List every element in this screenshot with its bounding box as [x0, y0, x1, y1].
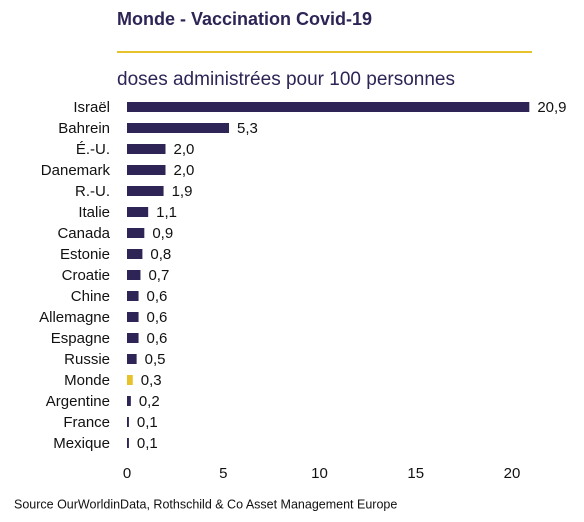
x-tick-label: 20: [504, 465, 521, 482]
y-tick-label: Canada: [57, 225, 110, 242]
value-label: 0,6: [147, 288, 168, 305]
value-label: 0,1: [137, 435, 158, 452]
bar: [127, 102, 530, 112]
y-tick-label: É.-U.: [76, 141, 110, 158]
bar: [127, 165, 166, 175]
bar: [127, 144, 166, 154]
y-tick-label: Estonie: [60, 246, 110, 263]
y-tick-label: Chine: [71, 288, 110, 305]
value-label: 0,6: [147, 330, 168, 347]
bar: [127, 249, 143, 259]
value-label: 0,7: [148, 267, 169, 284]
value-label: 0,5: [145, 351, 166, 368]
bar: [127, 123, 230, 133]
y-tick-label: Bahrein: [58, 120, 110, 137]
y-tick-label: Russie: [64, 351, 110, 368]
x-tick-label: 15: [407, 465, 424, 482]
value-label: 20,9: [537, 99, 566, 116]
y-tick-label: Argentine: [46, 393, 110, 410]
source-note: Source OurWorldinData, Rothschild & Co A…: [14, 497, 397, 511]
bar: [127, 291, 139, 301]
bar: [127, 270, 141, 280]
y-tick-label: France: [63, 414, 110, 431]
value-label: 1,9: [172, 183, 193, 200]
bar: [127, 417, 129, 427]
y-tick-label: Danemark: [41, 162, 111, 179]
bar: [127, 207, 149, 217]
x-tick-label: 10: [311, 465, 328, 482]
chart-subtitle: doses administrées pour 100 personnes: [117, 69, 455, 90]
y-tick-label: Italie: [78, 204, 110, 221]
y-tick-label: Espagne: [51, 330, 110, 347]
value-label: 2,0: [174, 162, 195, 179]
bar: [127, 375, 133, 385]
bar: [127, 333, 139, 343]
value-label: 0,1: [137, 414, 158, 431]
y-tick-label: Allemagne: [39, 309, 110, 326]
bar: [127, 312, 139, 322]
value-label: 0,6: [147, 309, 168, 326]
value-label: 0,2: [139, 393, 160, 410]
bar: [127, 228, 145, 238]
value-label: 0,8: [150, 246, 171, 263]
value-label: 1,1: [156, 204, 177, 221]
x-tick-label: 0: [123, 465, 131, 482]
value-label: 0,3: [141, 372, 162, 389]
y-tick-label: Monde: [64, 372, 110, 389]
x-tick-label: 5: [219, 465, 227, 482]
y-tick-label: Mexique: [53, 435, 110, 452]
chart-title: Monde - Vaccination Covid-19: [117, 9, 372, 29]
value-label: 2,0: [174, 141, 195, 158]
value-label: 5,3: [237, 120, 258, 137]
y-tick-label: R.-U.: [75, 183, 110, 200]
bar: [127, 438, 129, 448]
bar: [127, 396, 131, 406]
bar: [127, 354, 137, 364]
y-tick-label: Croatie: [62, 267, 110, 284]
y-tick-label: Israël: [73, 99, 110, 116]
bar: [127, 186, 164, 196]
value-label: 0,9: [152, 225, 173, 242]
